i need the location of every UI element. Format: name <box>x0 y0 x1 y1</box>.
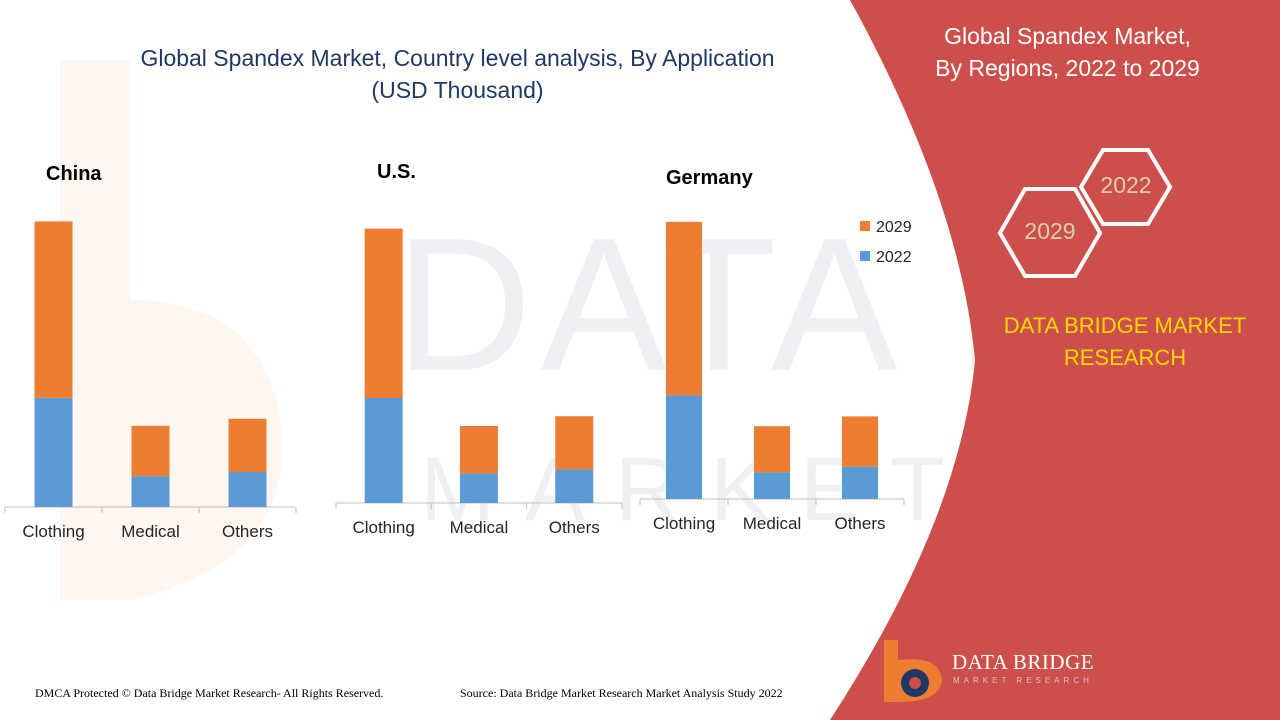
x-tick-label: Medical <box>121 522 180 541</box>
logo-tagline: MARKET RESEARCH <box>953 676 1093 685</box>
chart-u-s: U.S. Clothing Medical Others <box>335 161 623 537</box>
source-note: Source: Data Bridge Market Research Mark… <box>460 686 783 700</box>
chart-title-line1: Global Spandex Market, Country level ana… <box>140 45 775 71</box>
logo-mark <box>884 640 942 702</box>
x-tick-label: Others <box>549 518 600 537</box>
charts-layer: China Clothing Medical Others U.S. Clothing Me… <box>4 161 912 541</box>
x-tick-label: Medical <box>743 514 802 533</box>
bar-2022 <box>754 472 790 499</box>
chart-title: Global Spandex Market, Country level ana… <box>100 42 815 106</box>
bar-2029 <box>555 416 594 470</box>
legend-swatch <box>860 251 870 261</box>
bar-2029 <box>364 228 403 398</box>
chart-subtitle: China <box>46 163 102 185</box>
bar-2022 <box>555 469 594 503</box>
bar-2022 <box>34 397 73 507</box>
right-panel-title: Global Spandex Market, By Regions, 2022 … <box>905 20 1230 84</box>
bar-2022 <box>131 476 170 507</box>
bar-2022 <box>364 398 403 503</box>
x-tick-label: Clothing <box>22 522 84 541</box>
x-tick-label: Others <box>222 522 273 541</box>
chart-subtitle: U.S. <box>377 161 416 183</box>
legend-label: 2022 <box>876 249 912 266</box>
chart-legend: 2029 2022 <box>860 219 912 266</box>
bar-2029 <box>666 221 702 396</box>
bar-2029 <box>459 426 498 474</box>
bar-2029 <box>228 418 267 472</box>
brand-line2: RESEARCH <box>1063 345 1187 370</box>
hexagon-2022-label: 2022 <box>1100 172 1152 198</box>
legend-swatch <box>860 221 870 231</box>
chart-germany: Germany Clothing Medical Others 2029 2022 <box>639 167 912 533</box>
bar-2022 <box>666 395 702 499</box>
hexagon-2029-label: 2029 <box>1024 218 1076 244</box>
chart-china: China Clothing Medical Others <box>4 163 297 541</box>
logo-name: DATA BRIDGE <box>952 650 1095 674</box>
hexagon-2022 <box>1078 148 1173 226</box>
chart-subtitle: Germany <box>666 167 754 189</box>
legend-label: 2029 <box>876 219 912 236</box>
bar-2022 <box>228 472 267 507</box>
right-title-line2: By Regions, 2022 to 2029 <box>935 55 1200 81</box>
brand-name: DATA BRIDGE MARKET RESEARCH <box>985 310 1265 374</box>
bar-2022 <box>842 466 878 499</box>
chart-title-line2: (USD Thousand) <box>371 77 544 103</box>
bar-2022 <box>459 473 498 503</box>
x-tick-label: Others <box>834 514 885 533</box>
brand-line1: DATA BRIDGE MARKET <box>1003 313 1247 338</box>
right-title-line1: Global Spandex Market, <box>944 23 1191 49</box>
x-tick-label: Clothing <box>653 514 715 533</box>
x-tick-label: Medical <box>450 518 509 537</box>
bar-2029 <box>754 426 790 473</box>
bar-2029 <box>34 221 73 398</box>
hexagon-2029 <box>997 187 1103 278</box>
bar-2029 <box>131 425 170 477</box>
bar-2029 <box>842 416 878 467</box>
copyright-notice: DMCA Protected © Data Bridge Market Rese… <box>35 686 384 700</box>
x-tick-label: Clothing <box>352 518 414 537</box>
